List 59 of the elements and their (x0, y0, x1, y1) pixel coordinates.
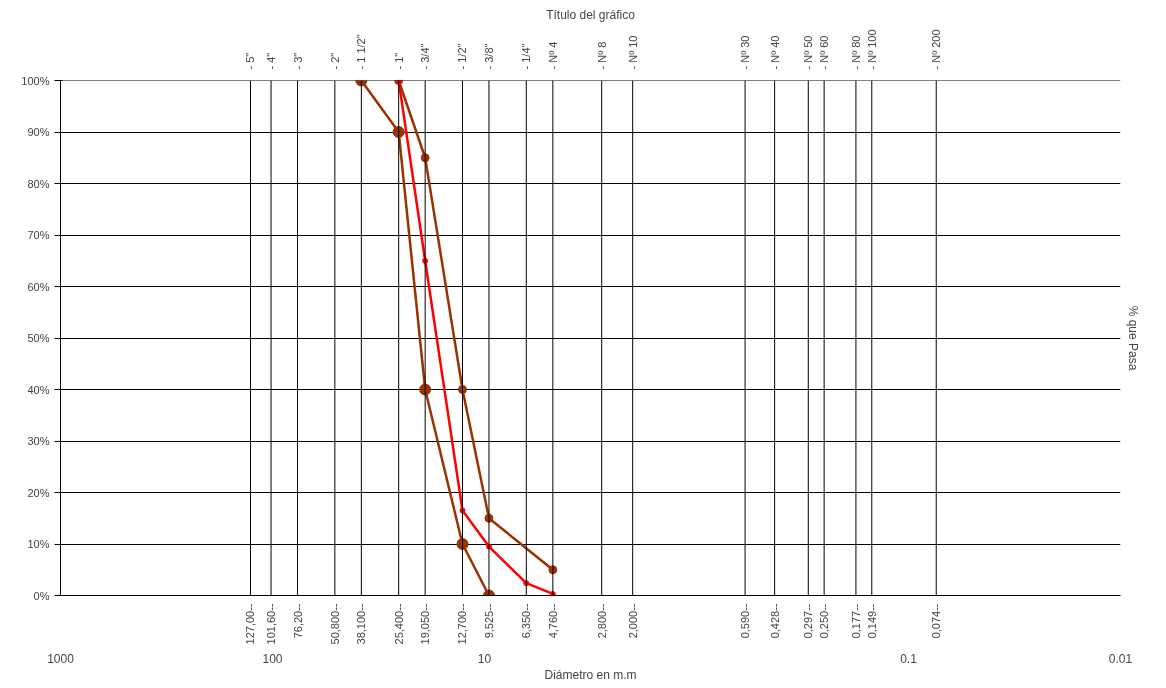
y-tick-label: 70% (27, 229, 50, 241)
text: - Nº 50 (802, 35, 815, 70)
text: - Nº 60 (818, 35, 831, 70)
text: - 4" (265, 52, 278, 70)
y-tick-label: 60% (27, 280, 50, 293)
ref-line-label: 0,177-- (849, 603, 862, 639)
text: - Nº 40 (768, 35, 781, 70)
ref-line-label: 101,60-- (265, 603, 278, 645)
ref-line-label: 0,149-- (865, 603, 878, 639)
ref-line-label: 0,074-- (930, 603, 943, 639)
text: - Nº 200 (930, 29, 943, 70)
x-axis-title: Diámetro en m.m (544, 667, 637, 682)
y-tick-label: 80% (27, 177, 50, 190)
ref-line-label: 50,800-- (328, 603, 341, 645)
y-axis-title: % que Pasa (1125, 305, 1140, 371)
y-tick-label: 100% (21, 74, 50, 87)
text: - 5" (244, 52, 257, 70)
text: - Nº 10 (626, 35, 639, 70)
text: - 2" (328, 52, 341, 70)
ref-line-label: 127,00-- (244, 603, 257, 645)
ref-line-label: 2,800-- (595, 603, 608, 639)
text: - 1 1/2" (355, 34, 368, 70)
ref-line-label: 12,700-- (456, 603, 469, 645)
y-tick-label: 20% (27, 486, 50, 499)
x-tick-label: 100 (262, 651, 283, 666)
text: - 3/8" (482, 43, 495, 70)
chart-title: Título del gráfico (546, 7, 636, 22)
ref-line-label: 38,100-- (355, 603, 368, 645)
ref-line-label: 76,20-- (291, 603, 304, 639)
ref-line-label: 4,760-- (546, 603, 559, 639)
text: - 1/2" (456, 43, 469, 70)
ref-line-label: 25,400-- (392, 603, 405, 645)
text: - Nº 80 (849, 35, 862, 70)
ref-line-label: 2,000-- (626, 603, 639, 639)
text: - Nº 4 (546, 41, 559, 70)
text: - Nº 30 (739, 35, 752, 70)
text: - Nº 8 (595, 41, 608, 70)
text: - 1/4" (520, 43, 533, 70)
x-tick-label: 0.01 (1108, 651, 1133, 666)
ref-line-label: 0,297-- (802, 603, 815, 639)
text: - Nº 100 (865, 29, 878, 70)
x-tick-label: 0.1 (900, 651, 918, 666)
y-tick-label: 10% (27, 538, 50, 550)
text: - 3" (291, 52, 304, 70)
ref-line-label: 9,525-- (482, 603, 495, 639)
y-tick-label: 0% (33, 589, 50, 602)
ref-line-label: 19,050-- (419, 603, 432, 645)
ref-line-label: 0,428-- (768, 603, 781, 639)
x-tick-label: 1000 (47, 651, 75, 666)
text: - 3/4" (419, 43, 432, 70)
ref-line-label: 0,250-- (818, 603, 831, 639)
y-tick-label: 40% (27, 383, 50, 396)
y-tick-label: 30% (27, 435, 50, 447)
ref-line-label: 6,350-- (520, 603, 533, 639)
ref-line-label: 0,590-- (739, 603, 752, 639)
text: - 1" (392, 52, 405, 70)
y-tick-label: 50% (27, 332, 50, 344)
x-tick-label: 10 (477, 651, 492, 666)
y-tick-label: 90% (27, 126, 50, 138)
